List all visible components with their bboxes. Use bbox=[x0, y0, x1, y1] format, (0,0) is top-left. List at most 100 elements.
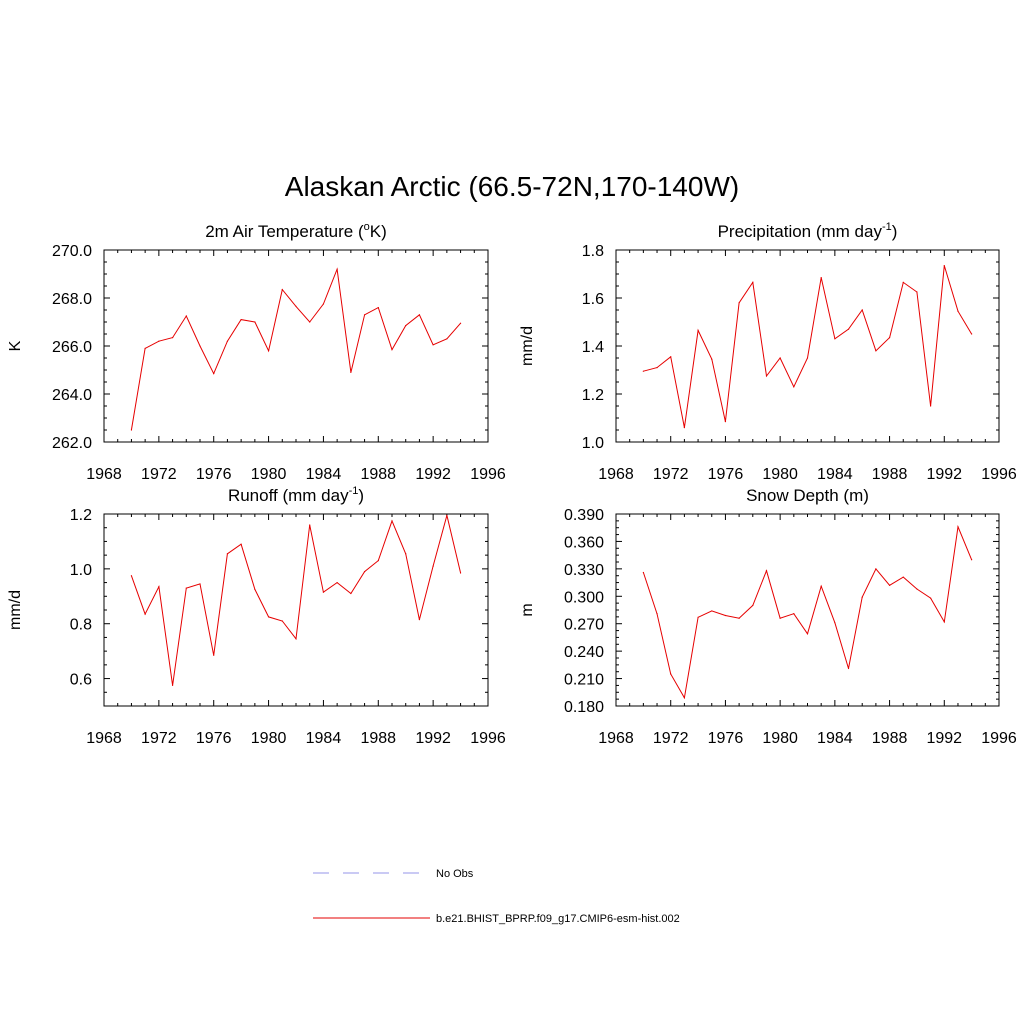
snow-depth-data-point bbox=[779, 617, 781, 619]
runoff-x-tick-label: 1988 bbox=[360, 730, 396, 747]
precipitation-x-tick-label: 1976 bbox=[708, 466, 744, 483]
air-temperature-x-tick-label: 1972 bbox=[141, 466, 177, 483]
air-temperature-data-point bbox=[418, 314, 421, 316]
runoff-data-point bbox=[322, 591, 325, 593]
runoff-data-point bbox=[418, 619, 421, 621]
snow-depth-y-axis-label: m bbox=[519, 603, 536, 616]
snow-depth-data-point bbox=[670, 673, 672, 675]
runoff-data-point bbox=[171, 684, 174, 687]
snow-depth-data-point bbox=[683, 697, 685, 699]
snow-depth-title: Snow Depth (m) bbox=[746, 486, 869, 505]
air-temperature-title-superscript: o bbox=[364, 221, 370, 233]
runoff-y-tick-label: 1.0 bbox=[70, 562, 92, 579]
air-temperature-y-tick-label: 262.0 bbox=[52, 435, 92, 452]
snow-depth-y-tick-label: 0.210 bbox=[564, 672, 604, 689]
runoff-y-tick-label: 0.8 bbox=[70, 617, 92, 634]
air-temperature-x-tick-label: 1984 bbox=[306, 466, 342, 483]
runoff-data-point bbox=[226, 553, 229, 555]
runoff-data-point bbox=[377, 560, 379, 562]
precipitation-x-tick-label: 1984 bbox=[817, 466, 853, 483]
precipitation-y-axis-label: mm/d bbox=[519, 326, 536, 366]
runoff-data-point bbox=[459, 572, 462, 574]
runoff-data-point bbox=[295, 638, 297, 640]
precipitation-title-main: Precipitation (mm day bbox=[718, 222, 883, 241]
snow-depth-x-tick-label: 1996 bbox=[981, 730, 1017, 747]
air-temperature-data-point bbox=[405, 325, 407, 327]
runoff-data-point bbox=[391, 520, 393, 522]
snow-depth-x-tick-label: 1992 bbox=[926, 730, 962, 747]
precipitation-data-point bbox=[697, 329, 699, 331]
runoff-data-point bbox=[446, 514, 448, 516]
panel-precipitation: 1968 1972 1976 1980 1984 1988 1992 1996 1.0 1.2 1.… bbox=[519, 221, 1017, 483]
runoff-data-point bbox=[130, 575, 133, 577]
snow-depth-y-tick-label: 0.300 bbox=[564, 589, 604, 606]
runoff-title-tail: ) bbox=[358, 486, 364, 505]
air-temperature-x-tick-label: 1968 bbox=[86, 466, 122, 483]
precipitation-title-superscript: -1 bbox=[882, 221, 892, 233]
runoff-data-point bbox=[363, 571, 366, 573]
precipitation-series-line bbox=[643, 265, 973, 428]
legend-no-obs-label: No Obs bbox=[436, 868, 474, 880]
runoff-x-tick-label: 1992 bbox=[415, 730, 451, 747]
air-temperature-data-point bbox=[295, 305, 297, 307]
runoff-data-point bbox=[158, 586, 160, 588]
runoff-data-point bbox=[199, 583, 201, 585]
runoff-series-line bbox=[130, 515, 462, 686]
precipitation-data-point bbox=[656, 367, 658, 369]
air-temperature-x-tick-label: 1980 bbox=[251, 466, 287, 483]
runoff-data-point bbox=[309, 524, 311, 526]
snow-depth-data-point bbox=[656, 613, 658, 615]
air-temperature-data-point bbox=[185, 315, 187, 317]
runoff-data-point bbox=[336, 581, 338, 584]
precipitation-title-tail: ) bbox=[892, 222, 898, 241]
panel-runoff: 1968 1972 1976 1980 1984 1988 1992 1996 0.6 0.8 1.… bbox=[7, 485, 506, 747]
air-temperature-data-point bbox=[350, 371, 352, 373]
snow-depth-data-point bbox=[752, 604, 754, 607]
air-temperature-x-tick-label: 1988 bbox=[360, 466, 396, 483]
snow-depth-x-tick-label: 1968 bbox=[598, 730, 634, 747]
panel-air-temperature: 1968 1972 1976 1980 1984 1988 1992 1996 262.0 264… bbox=[7, 221, 506, 483]
snow-depth-data-point bbox=[642, 571, 644, 574]
snow-depth-data-point bbox=[820, 585, 822, 587]
snow-depth-series-line bbox=[642, 524, 973, 700]
runoff-y-tick-label: 1.2 bbox=[70, 507, 92, 524]
snow-depth-x-tick-label: 1972 bbox=[653, 730, 689, 747]
snow-depth-data-point bbox=[738, 617, 740, 619]
air-temperature-data-point bbox=[130, 429, 133, 431]
precipitation-y-tick-label: 1.0 bbox=[582, 435, 604, 452]
snow-depth-y-tick-label: 0.270 bbox=[564, 617, 604, 634]
snow-depth-data-point bbox=[724, 614, 727, 617]
snow-depth-data-point bbox=[875, 568, 877, 570]
precipitation-y-tick-label: 1.8 bbox=[582, 243, 604, 260]
snow-depth-data-point bbox=[697, 616, 699, 618]
air-temperature-y-tick-label: 264.0 bbox=[52, 387, 92, 404]
snow-depth-y-tick-label: 0.390 bbox=[564, 507, 604, 524]
runoff-data-point bbox=[281, 620, 283, 622]
precipitation-y-tick-label: 1.6 bbox=[582, 291, 604, 308]
precipitation-data-point bbox=[834, 338, 836, 340]
air-temperature-data-point bbox=[158, 340, 160, 342]
air-temperature-x-tick-label: 1992 bbox=[415, 466, 451, 483]
air-temperature-data-point bbox=[459, 322, 462, 324]
precipitation-data-point bbox=[683, 427, 685, 429]
precipitation-x-tick-label: 1980 bbox=[762, 466, 798, 483]
air-temperature-data-point bbox=[336, 268, 338, 270]
snow-depth-y-tick-label: 0.240 bbox=[564, 644, 604, 661]
air-temperature-y-axis-label: K bbox=[7, 340, 24, 351]
precipitation-data-point bbox=[711, 358, 713, 360]
runoff-title-main: Runoff (mm day bbox=[228, 486, 349, 505]
precipitation-data-point bbox=[971, 333, 973, 335]
runoff-data-point bbox=[240, 543, 242, 545]
runoff-y-tick-label: 0.6 bbox=[70, 672, 92, 689]
runoff-plot-frame bbox=[103, 513, 489, 707]
snow-depth-x-tick-label: 1984 bbox=[817, 730, 853, 747]
runoff-x-tick-label: 1984 bbox=[306, 730, 342, 747]
air-temperature-y-tick-label: 266.0 bbox=[52, 339, 92, 356]
snow-depth-data-point bbox=[916, 588, 918, 590]
runoff-data-point bbox=[254, 588, 256, 591]
snow-depth-data-point bbox=[793, 613, 795, 615]
runoff-data-point bbox=[185, 587, 187, 589]
runoff-title-superscript: -1 bbox=[349, 485, 359, 497]
precipitation-data-point bbox=[930, 405, 932, 407]
snow-depth-x-tick-label: 1988 bbox=[872, 730, 908, 747]
